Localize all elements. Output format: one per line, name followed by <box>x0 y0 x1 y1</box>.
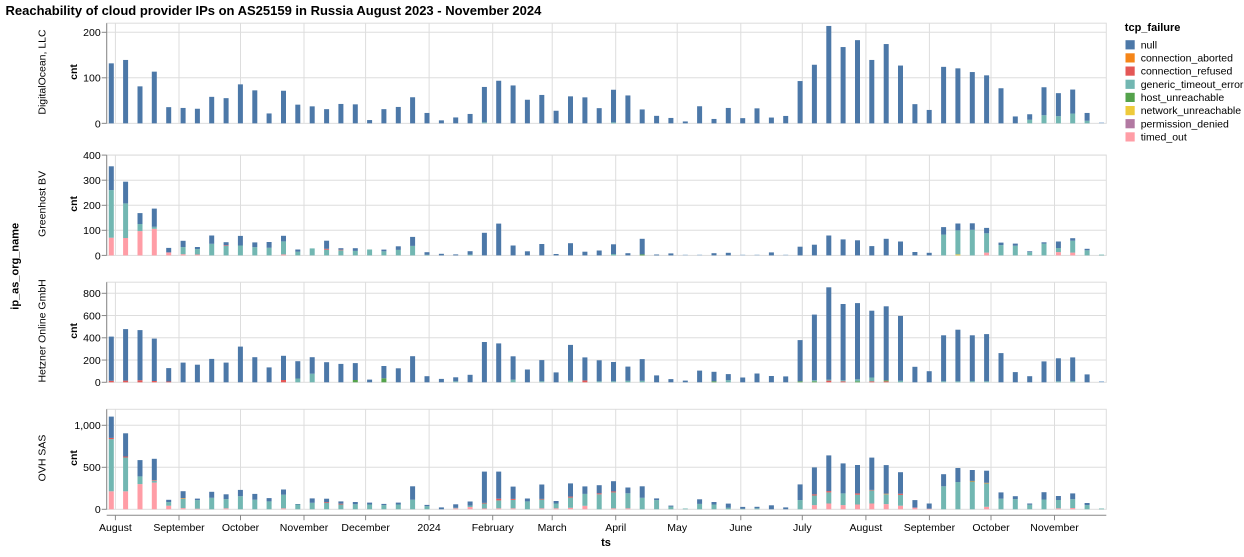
svg-text:100: 100 <box>83 225 101 237</box>
svg-text:2024: 2024 <box>417 522 441 534</box>
svg-text:November: November <box>1030 522 1079 534</box>
svg-text:ip_as_org_name: ip_as_org_name <box>10 223 22 310</box>
svg-text:0: 0 <box>95 504 101 516</box>
svg-text:ts: ts <box>601 537 611 549</box>
svg-text:June: June <box>729 522 752 534</box>
svg-text:October: October <box>222 522 260 534</box>
svg-text:cnt: cnt <box>68 450 80 466</box>
svg-text:July: July <box>793 522 812 534</box>
svg-text:200: 200 <box>83 200 101 212</box>
svg-text:timed_out: timed_out <box>1141 132 1187 144</box>
svg-text:300: 300 <box>83 175 101 187</box>
svg-text:network_unreachable: network_unreachable <box>1141 105 1242 117</box>
svg-text:October: October <box>972 522 1010 534</box>
svg-text:February: February <box>472 522 515 534</box>
svg-text:November: November <box>280 522 329 534</box>
svg-text:cnt: cnt <box>68 196 80 212</box>
svg-text:400: 400 <box>83 333 101 345</box>
svg-text:host_unreachable: host_unreachable <box>1141 92 1225 104</box>
svg-text:August: August <box>99 522 132 534</box>
svg-text:connection_refused: connection_refused <box>1141 66 1233 78</box>
svg-text:September: September <box>904 522 956 534</box>
svg-text:permission_denied: permission_denied <box>1141 118 1229 130</box>
svg-text:cnt: cnt <box>68 64 80 80</box>
svg-text:0: 0 <box>95 118 101 130</box>
svg-text:200: 200 <box>83 27 101 39</box>
svg-text:May: May <box>667 522 688 534</box>
svg-text:generic_timeout_error: generic_timeout_error <box>1141 79 1244 91</box>
svg-text:cnt: cnt <box>68 323 80 339</box>
svg-text:connection_aborted: connection_aborted <box>1141 53 1233 65</box>
svg-text:December: December <box>341 522 390 534</box>
svg-text:500: 500 <box>83 462 101 474</box>
svg-text:DigitalOcean, LLC: DigitalOcean, LLC <box>37 29 49 115</box>
svg-text:Hetzner Online GmbH: Hetzner Online GmbH <box>37 279 49 382</box>
svg-text:1,000: 1,000 <box>74 420 100 432</box>
svg-text:200: 200 <box>83 355 101 367</box>
svg-text:tcp_failure: tcp_failure <box>1125 22 1181 34</box>
svg-text:0: 0 <box>95 250 101 262</box>
svg-text:null: null <box>1141 39 1157 51</box>
svg-text:100: 100 <box>83 73 101 85</box>
svg-text:600: 600 <box>83 310 101 322</box>
svg-text:August: August <box>850 522 883 534</box>
svg-text:March: March <box>538 522 567 534</box>
svg-text:400: 400 <box>83 150 101 162</box>
svg-text:OVH SAS: OVH SAS <box>37 435 49 482</box>
svg-text:800: 800 <box>83 288 101 300</box>
svg-text:Greenhost BV: Greenhost BV <box>37 171 49 237</box>
svg-text:Reachability of cloud provider: Reachability of cloud provider IPs on AS… <box>6 3 543 18</box>
svg-text:April: April <box>605 522 626 534</box>
svg-text:0: 0 <box>95 377 101 389</box>
svg-text:September: September <box>153 522 205 534</box>
